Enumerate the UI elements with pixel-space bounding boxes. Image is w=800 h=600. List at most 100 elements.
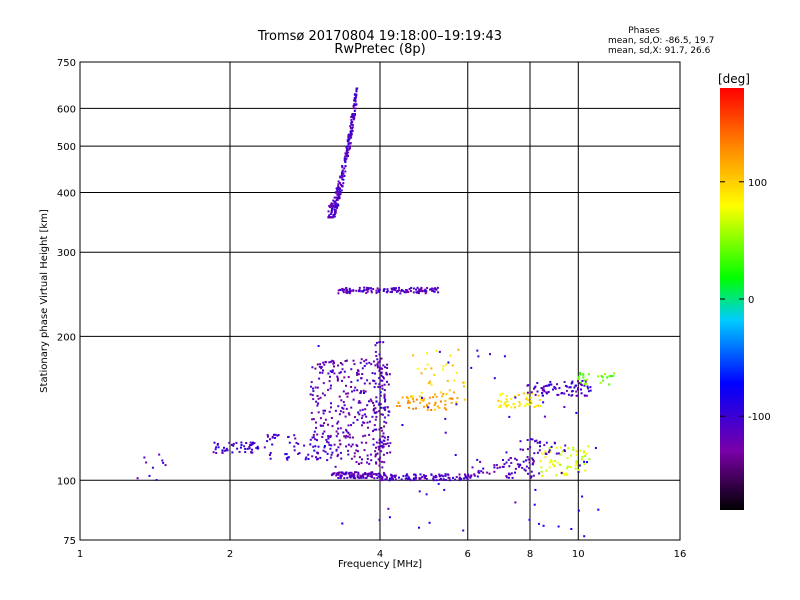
data-point bbox=[379, 476, 381, 479]
data-point bbox=[543, 444, 546, 447]
data-point bbox=[376, 452, 379, 455]
data-point bbox=[337, 420, 340, 423]
data-point bbox=[415, 288, 418, 291]
data-point bbox=[366, 379, 369, 382]
data-point bbox=[329, 370, 332, 373]
data-point bbox=[339, 474, 342, 477]
data-point bbox=[381, 429, 384, 432]
data-point bbox=[312, 433, 315, 436]
data-point bbox=[316, 452, 319, 455]
x-tick-label: 2 bbox=[227, 549, 233, 560]
data-point bbox=[563, 406, 566, 408]
data-point bbox=[251, 442, 254, 445]
data-point bbox=[368, 420, 371, 423]
data-point bbox=[314, 438, 317, 441]
data-point bbox=[354, 96, 357, 99]
data-point bbox=[336, 375, 339, 378]
data-point bbox=[341, 368, 344, 371]
data-point bbox=[366, 454, 369, 457]
data-point bbox=[467, 473, 470, 476]
data-point bbox=[542, 401, 545, 404]
data-point bbox=[426, 404, 428, 407]
data-point bbox=[577, 469, 580, 472]
data-point bbox=[381, 379, 384, 382]
data-point bbox=[304, 458, 307, 461]
data-point bbox=[327, 437, 330, 440]
data-point bbox=[384, 408, 387, 411]
data-point bbox=[447, 361, 450, 364]
data-point bbox=[453, 379, 456, 382]
data-point bbox=[335, 202, 338, 205]
data-point bbox=[560, 446, 562, 449]
data-point bbox=[342, 291, 345, 294]
data-point bbox=[347, 140, 349, 143]
data-point bbox=[317, 397, 320, 400]
data-point bbox=[424, 368, 427, 371]
data-point bbox=[398, 405, 401, 407]
data-point bbox=[330, 202, 333, 205]
data-point bbox=[416, 291, 419, 294]
data-point bbox=[519, 440, 522, 443]
data-point bbox=[355, 90, 358, 93]
data-point bbox=[383, 420, 386, 423]
data-point bbox=[517, 394, 520, 396]
data-point bbox=[384, 400, 386, 403]
data-point bbox=[348, 133, 350, 136]
data-point bbox=[378, 410, 381, 413]
data-point bbox=[414, 474, 417, 477]
y-axis-label: Stationary phase Virtual Height [km] bbox=[39, 209, 50, 393]
data-point bbox=[544, 456, 547, 459]
data-point bbox=[353, 97, 356, 99]
data-point bbox=[544, 385, 547, 387]
data-point bbox=[381, 413, 384, 416]
data-point bbox=[342, 401, 345, 404]
data-point bbox=[322, 361, 325, 364]
data-point bbox=[334, 209, 337, 212]
data-point bbox=[332, 362, 335, 365]
data-point bbox=[464, 473, 466, 476]
data-point bbox=[383, 383, 386, 386]
colorbar-tick-label: 0 bbox=[748, 295, 754, 306]
data-point bbox=[358, 289, 361, 291]
data-point bbox=[331, 369, 334, 372]
data-point bbox=[433, 408, 436, 411]
data-point bbox=[338, 195, 341, 198]
data-point bbox=[330, 406, 332, 409]
data-point bbox=[422, 399, 425, 402]
data-point bbox=[389, 477, 391, 480]
data-point bbox=[469, 476, 472, 479]
data-point bbox=[251, 451, 254, 454]
data-point bbox=[570, 528, 573, 530]
data-point bbox=[563, 450, 566, 453]
data-point bbox=[374, 450, 377, 453]
data-point bbox=[215, 446, 218, 449]
data-point bbox=[332, 360, 335, 363]
data-point bbox=[293, 434, 296, 437]
data-point bbox=[352, 475, 355, 478]
data-point bbox=[337, 197, 340, 200]
data-point bbox=[380, 374, 383, 377]
data-point bbox=[317, 411, 320, 414]
data-point bbox=[378, 288, 381, 291]
data-point bbox=[530, 470, 533, 473]
data-point bbox=[565, 472, 568, 475]
data-point bbox=[303, 444, 306, 447]
data-point bbox=[370, 471, 373, 474]
data-point bbox=[350, 118, 353, 121]
x-tick-labels: 1 2 4 6 8 10 16 bbox=[77, 549, 687, 560]
data-point bbox=[271, 443, 274, 446]
data-point bbox=[530, 396, 533, 399]
data-point bbox=[454, 478, 457, 481]
data-point bbox=[402, 475, 405, 478]
data-point bbox=[553, 464, 556, 467]
data-point bbox=[382, 376, 385, 378]
y-tick-labels: 75 100 200 300 400 500 600 750 bbox=[57, 58, 76, 547]
data-point bbox=[398, 476, 400, 479]
data-point bbox=[354, 416, 356, 419]
data-point bbox=[425, 477, 428, 480]
data-point bbox=[470, 366, 473, 369]
data-point bbox=[569, 454, 572, 457]
data-point bbox=[350, 457, 353, 460]
data-point bbox=[337, 292, 340, 295]
data-point bbox=[323, 445, 326, 447]
